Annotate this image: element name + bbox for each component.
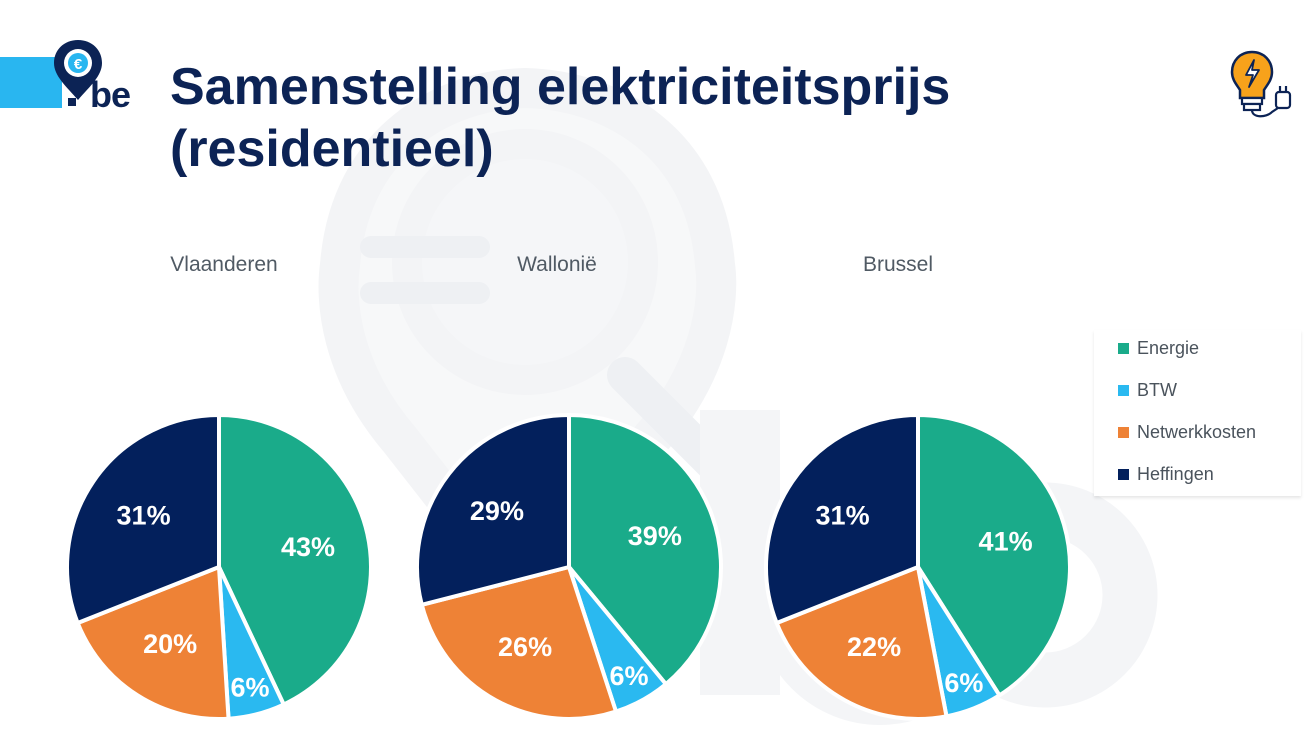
data-label-brussel-heffingen: 31% xyxy=(816,501,870,531)
pie-brussel: 41% 6% 22% 31% xyxy=(764,413,1072,721)
chart-title-wallonie: Wallonië xyxy=(517,253,597,276)
legend-item-heffingen: Heffingen xyxy=(1118,463,1214,485)
legend-swatch-heffingen xyxy=(1118,468,1129,480)
pie-slice-wallonie-netwerkkosten xyxy=(419,565,618,721)
data-label-vlaanderen-energie: 43% xyxy=(281,532,335,562)
page-title: Samenstelling elektriciteitsprijs (resid… xyxy=(170,56,1130,180)
data-label-brussel-btw: 6% xyxy=(944,668,983,698)
legend-label-energie: Energie xyxy=(1137,337,1200,358)
pie-slice-brussel-netwerkkosten xyxy=(774,565,949,721)
legend-item-netwerkkosten: Netwerkkosten xyxy=(1118,421,1256,443)
legend-item-btw: BTW xyxy=(1118,379,1177,401)
legend-label-heffingen: Heffingen xyxy=(1137,463,1214,484)
legend-swatch-btw xyxy=(1118,384,1129,396)
data-label-vlaanderen-netwerkkosten: 20% xyxy=(143,629,197,659)
data-label-wallonie-btw: 6% xyxy=(610,661,649,691)
pie-vlaanderen: 43% 6% 20% 31% xyxy=(65,413,373,721)
legend-swatch-energie xyxy=(1118,342,1129,354)
svg-text:€: € xyxy=(74,56,83,73)
data-label-wallonie-energie: 39% xyxy=(628,521,682,551)
chart-title-vlaanderen: Vlaanderen xyxy=(170,253,278,276)
legend-swatch-netwerkkosten xyxy=(1118,426,1129,438)
data-label-vlaanderen-btw: 6% xyxy=(230,673,269,703)
legend-label-netwerkkosten: Netwerkkosten xyxy=(1137,421,1257,442)
data-label-vlaanderen-heffingen: 31% xyxy=(117,501,171,531)
accent-bar xyxy=(0,57,62,108)
data-label-brussel-netwerkkosten: 22% xyxy=(847,632,901,662)
chart-title-brussel: Brussel xyxy=(862,253,934,276)
pie-wallonie: 39% 6% 26% 29% xyxy=(415,413,723,721)
pie-slice-vlaanderen-heffingen xyxy=(65,413,221,625)
legend-label-btw: BTW xyxy=(1137,379,1177,400)
legend-item-energie: Energie xyxy=(1118,337,1199,359)
lightbulb-plug-icon xyxy=(1230,50,1292,118)
pie-slice-vlaanderen-netwerkkosten xyxy=(75,565,231,721)
data-label-brussel-energie: 41% xyxy=(979,527,1033,557)
data-label-wallonie-heffingen: 29% xyxy=(470,496,524,526)
pie-slice-wallonie-energie xyxy=(567,413,723,687)
page-title-line1: Samenstelling elektriciteitsprijs xyxy=(170,58,951,116)
chart-legend: Energie BTW Netwerkkosten Heffingen xyxy=(1094,330,1301,496)
data-label-wallonie-netwerkkosten: 26% xyxy=(498,632,552,662)
pie-slice-vlaanderen-energie xyxy=(217,413,373,707)
logo-text: be xyxy=(90,74,131,115)
page-title-line2: (residentieel) xyxy=(170,120,494,178)
pie-slice-wallonie-heffingen xyxy=(415,413,571,607)
pie-slice-brussel-heffingen xyxy=(764,413,920,625)
euro-location-pin-icon: € xyxy=(54,40,102,106)
